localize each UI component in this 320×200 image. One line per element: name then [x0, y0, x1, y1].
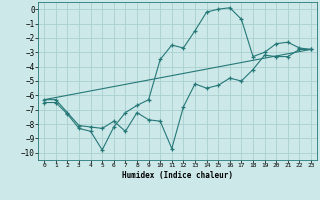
X-axis label: Humidex (Indice chaleur): Humidex (Indice chaleur) [122, 171, 233, 180]
